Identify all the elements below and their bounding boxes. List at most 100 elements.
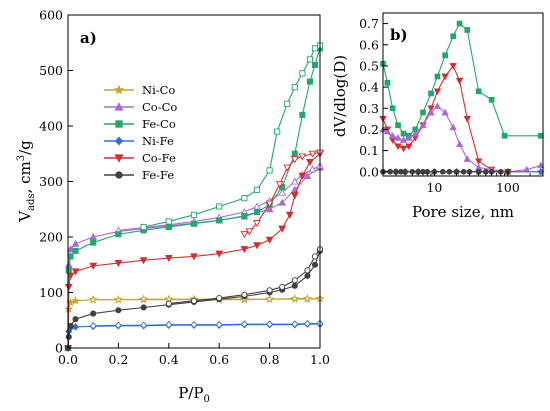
desorption-point (215, 320, 223, 329)
adsorption-point (114, 260, 123, 268)
desorption-point (304, 267, 311, 274)
adsorption-point (278, 225, 287, 233)
desorption-point (265, 200, 274, 208)
y-tick-label: 0.6 (359, 37, 379, 52)
panel-a-series (63, 42, 325, 353)
adsorption-point (216, 217, 223, 224)
data-point (384, 80, 391, 86)
desorption-point (299, 70, 306, 77)
legend-marker (115, 120, 123, 128)
adsorption-point (299, 111, 306, 118)
adsorption-point (240, 246, 249, 254)
adsorption-point (190, 220, 198, 227)
adsorption-point (265, 236, 274, 244)
data-point (400, 130, 407, 137)
legend-marker (113, 84, 125, 95)
legend-item-co-co: Co-Co (104, 100, 177, 114)
data-point (434, 73, 441, 80)
panel-a-ticks: 0.0 0.2 0.4 0.6 0.8 1.0 0 100 200 300 400 500 600 (39, 8, 330, 368)
data-point (383, 127, 392, 135)
legend-item-co-fe: Co-Fe (104, 151, 176, 165)
desorption-point (190, 320, 198, 329)
panel-a-y-axis-label: Vads, cm3/g (16, 140, 37, 223)
adsorption-point (265, 205, 274, 213)
adsorption-point (306, 78, 313, 85)
data-point (427, 105, 435, 113)
adsorption-point (253, 242, 261, 250)
adsorption-point (65, 267, 72, 274)
legend-label: Fe-Fe (142, 168, 174, 182)
adsorption-point (89, 262, 98, 270)
data-point (441, 73, 449, 81)
panel-a-x-axis-label: P/P0 (178, 384, 210, 405)
desorption-point (266, 320, 274, 328)
adsorption-point (72, 247, 79, 254)
desorption-point (88, 295, 98, 304)
desorption-point (290, 156, 299, 164)
legend-label: Ni-Fe (142, 134, 174, 148)
x-tick-label: 0.6 (209, 352, 229, 367)
series-ni-fe (64, 319, 324, 352)
y-tick-label: 0.4 (359, 80, 379, 95)
legend-item-fe-fe: Fe-Fe (104, 168, 174, 182)
desorption-point (284, 100, 291, 107)
desorption-point (298, 153, 307, 161)
legend-item-ni-fe: Ni-Fe (104, 134, 174, 148)
data-point (405, 143, 413, 151)
data-point (399, 136, 408, 143)
series-fe-fe (380, 168, 511, 175)
adsorption-point (72, 323, 80, 331)
data-point (463, 115, 471, 123)
y-tick-label: 0.7 (359, 16, 379, 31)
data-point (419, 121, 427, 129)
adsorption-point (90, 310, 97, 317)
desorption-point (114, 321, 122, 330)
panel-b-ticks: 10 100 0.0 0.1 0.2 0.3 0.4 0.5 0.6 0.7 (359, 16, 544, 195)
desorption-point (274, 128, 281, 135)
legend-label: Fe-Co (142, 117, 176, 131)
desorption-point (216, 294, 223, 302)
data-point (463, 155, 471, 162)
desorption-point (165, 300, 172, 307)
legend-item-ni-co: Ni-Co (104, 83, 175, 97)
adsorption-point (304, 272, 311, 279)
desorption-point (113, 295, 123, 304)
data-point (449, 123, 457, 131)
panel-b-y-axis-label: dV/dlog(D) (331, 55, 349, 137)
desorption-line (168, 248, 321, 305)
adsorption-point (278, 198, 287, 206)
x-tick-label: 0.0 (58, 352, 78, 367)
adsorption-point (72, 316, 79, 323)
desorption-point (311, 253, 319, 260)
desorption-point (140, 223, 147, 231)
data-point (433, 102, 442, 109)
adsorption-point (165, 223, 172, 231)
adsorption-point (115, 307, 122, 314)
y-tick-label: 400 (39, 119, 63, 134)
data-point (456, 20, 463, 27)
x-tick-label: 0.4 (159, 352, 179, 367)
adsorption-point (298, 172, 307, 181)
adsorption-point (253, 208, 261, 216)
adsorption-point (139, 257, 148, 265)
y-tick-label: 0.2 (359, 122, 379, 137)
y-tick-label: 300 (39, 174, 63, 189)
adsorption-point (66, 272, 75, 280)
desorption-point (165, 320, 173, 329)
series-co-fe (64, 149, 324, 353)
panel-a-chart: 0.0 0.2 0.4 0.6 0.8 1.0 0 100 200 300 400 500 600 a)… (16, 8, 330, 406)
legend-marker (114, 136, 124, 146)
adsorption-point (67, 253, 74, 260)
series-line (382, 64, 508, 173)
data-point (501, 132, 508, 139)
adsorption-point (67, 322, 74, 329)
series-fe-co (64, 42, 324, 352)
data-point (441, 108, 449, 116)
desorption-point (303, 319, 311, 328)
adsorption-point (285, 211, 294, 219)
data-point (394, 143, 402, 151)
x-tick-label: 10 (426, 180, 442, 195)
desorption-point (240, 320, 248, 328)
data-point (394, 134, 402, 141)
adsorption-point (71, 296, 80, 305)
